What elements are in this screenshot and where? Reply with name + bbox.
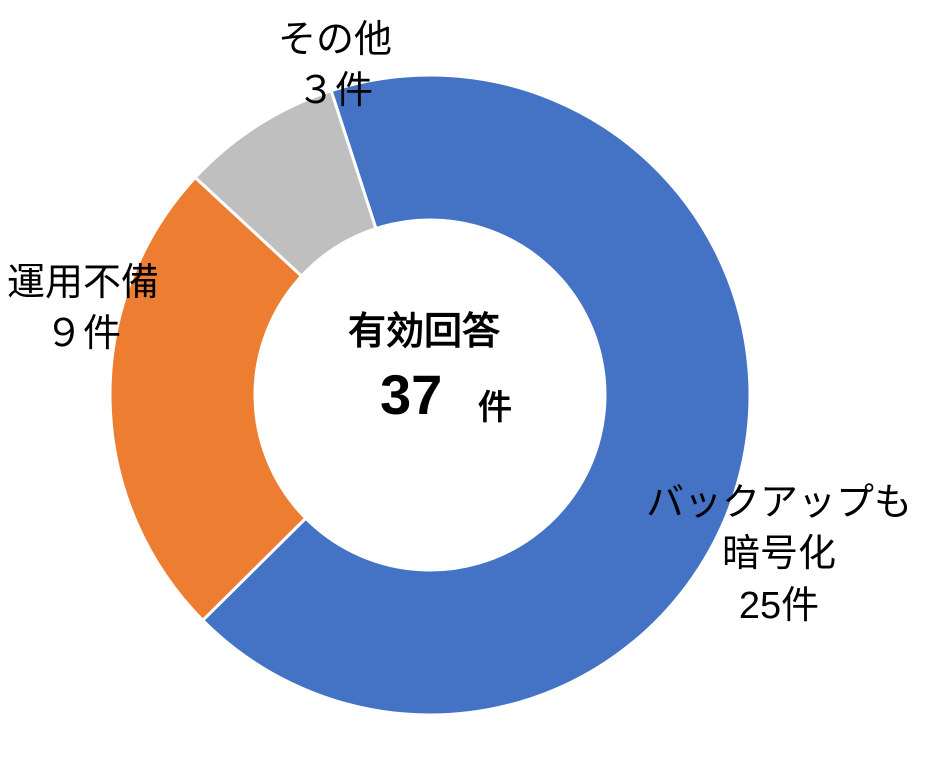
label-line: 運用不備 xyxy=(7,258,159,309)
label-line: その他 xyxy=(278,15,392,66)
label-line: 暗号化 xyxy=(646,529,912,580)
donut-svg xyxy=(0,0,943,769)
label-backup-encrypted: バックアップも 暗号化 25件 xyxy=(646,478,912,632)
label-line: バックアップも xyxy=(646,478,912,529)
label-other: その他 ３件 xyxy=(278,15,392,118)
center-unit: 件 xyxy=(478,380,512,429)
label-line: 25件 xyxy=(646,581,912,632)
center-value: 37 xyxy=(380,362,442,427)
label-line: ９件 xyxy=(7,309,159,360)
label-operational-deficiency: 運用不備 ９件 xyxy=(7,258,159,361)
center-title: 有効回答 xyxy=(348,300,500,355)
donut-chart: 有効回答 37 件 バックアップも 暗号化 25件 運用不備 ９件 その他 ３件 xyxy=(0,0,943,769)
label-line: ３件 xyxy=(278,66,392,117)
